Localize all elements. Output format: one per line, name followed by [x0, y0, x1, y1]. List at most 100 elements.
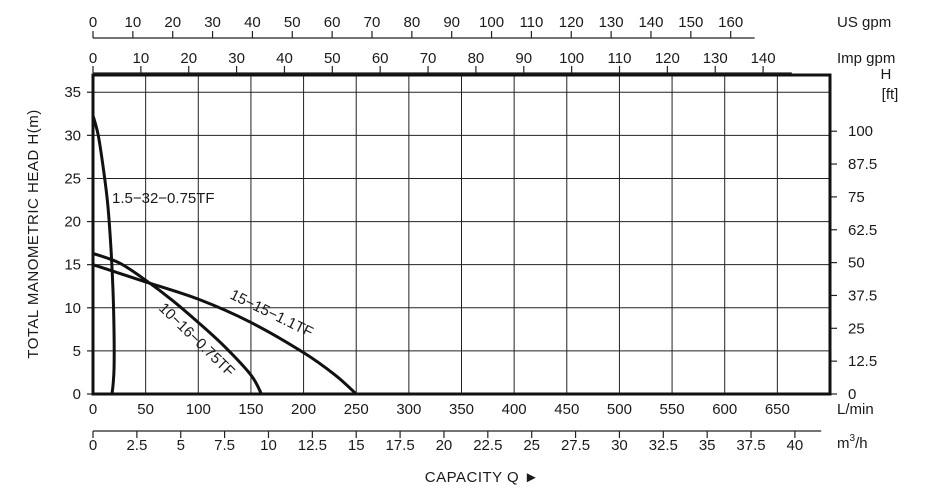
x-tick-label: 250 — [344, 401, 369, 418]
y-tick-label: 5 — [73, 343, 81, 360]
right-tick-label: 62.5 — [848, 222, 877, 239]
x-tick-label: 150 — [238, 401, 263, 418]
m3h-unit-base: m — [837, 435, 850, 452]
secondary-tick-label: 27.5 — [561, 437, 590, 454]
secondary-tick-label: 110 — [608, 50, 632, 67]
secondary-tick-label: 60 — [372, 50, 389, 67]
secondary-tick-label: 90 — [443, 14, 460, 31]
series-label-1.5-32: 1.5−32−0.75TF — [112, 190, 215, 207]
secondary-tick-label: 30 — [204, 14, 221, 31]
y-tick-label: 10 — [64, 300, 81, 317]
secondary-tick-label: 30 — [611, 437, 628, 454]
x-tick-label: 300 — [396, 401, 421, 418]
y-tick-label: 20 — [64, 214, 81, 231]
right-tick-label: 0 — [848, 386, 856, 403]
secondary-tick-label: 120 — [655, 50, 680, 67]
x-tick-label: 500 — [607, 401, 632, 418]
secondary-tick-label: 80 — [468, 50, 485, 67]
secondary-tick-label: 10 — [133, 50, 150, 67]
secondary-tick-label: 50 — [324, 50, 341, 67]
right-tick-label: 100 — [848, 123, 873, 140]
secondary-tick-label: 30 — [228, 50, 245, 67]
series-curve — [91, 115, 116, 395]
secondary-tick-label: 20 — [436, 437, 453, 454]
x-tick-label: 550 — [660, 401, 685, 418]
right-tick-label: 37.5 — [848, 287, 877, 304]
y-tick-label: 30 — [64, 127, 81, 144]
secondary-tick-label: 140 — [638, 14, 663, 31]
secondary-tick-label: 25 — [523, 437, 540, 454]
x-tick-label: 600 — [712, 401, 737, 418]
secondary-tick-label: 20 — [164, 14, 181, 31]
labels: 05101520253035012.52537.55062.57587.5100… — [64, 14, 877, 454]
secondary-tick-label: 120 — [559, 14, 584, 31]
right-tick-label: 50 — [848, 255, 865, 272]
x-tick-label: 0 — [89, 401, 97, 418]
y-axis-title: TOTAL MANOMETRIC HEAD H(m) — [25, 109, 42, 358]
secondary-tick-label: 110 — [519, 14, 543, 31]
x-tick-label: 100 — [186, 401, 211, 418]
x-tick-label: 650 — [765, 401, 790, 418]
secondary-tick-label: 40 — [276, 50, 293, 67]
secondary-tick-label: 0 — [89, 14, 97, 31]
right-tick-label: 87.5 — [848, 156, 877, 173]
secondary-tick-label: 90 — [515, 50, 532, 67]
y-tick-label: 0 — [73, 386, 81, 403]
y-tick-label: 25 — [64, 170, 81, 187]
secondary-tick-label: 70 — [364, 14, 381, 31]
m3h-unit-sup: 3 — [850, 433, 856, 444]
secondary-tick-label: 5 — [177, 437, 185, 454]
x-axis-title: CAPACITY Q ► — [425, 469, 539, 486]
secondary-tick-label: 50 — [284, 14, 301, 31]
secondary-tick-label: 22.5 — [473, 437, 502, 454]
m3h-unit: m3/h — [837, 433, 868, 452]
secondary-tick-label: 60 — [324, 14, 341, 31]
secondary-tick-label: 40 — [244, 14, 261, 31]
secondary-tick-label: 10 — [260, 437, 277, 454]
secondary-tick-label: 20 — [180, 50, 197, 67]
x-tick-label: 350 — [449, 401, 474, 418]
x-tick-label: 200 — [291, 401, 316, 418]
right-axis-title-h: H — [880, 66, 891, 83]
secondary-tick-label: 80 — [403, 14, 420, 31]
imp-gpm-unit: Imp gpm — [837, 50, 895, 67]
series-curve — [92, 252, 263, 395]
secondary-tick-label: 12.5 — [298, 437, 327, 454]
y-tick-label: 15 — [64, 257, 81, 274]
us-gpm-unit: US gpm — [837, 14, 891, 31]
x-unit-label: L/min — [837, 401, 874, 418]
secondary-tick-label: 15 — [348, 437, 365, 454]
x-tick-label: 50 — [137, 401, 154, 418]
secondary-tick-label: 150 — [678, 14, 703, 31]
secondary-tick-label: 0 — [89, 437, 97, 454]
secondary-tick-label: 100 — [479, 14, 504, 31]
right-axis-title-ft: [ft] — [882, 86, 899, 103]
secondary-tick-label: 70 — [420, 50, 437, 67]
secondary-tick-label: 40 — [787, 437, 804, 454]
m3h-unit-suffix: /h — [855, 435, 868, 452]
x-tick-label: 450 — [554, 401, 579, 418]
secondary-tick-label: 100 — [559, 50, 584, 67]
secondary-tick-label: 37.5 — [736, 437, 765, 454]
secondary-tick-label: 130 — [599, 14, 624, 31]
secondary-tick-label: 2.5 — [126, 437, 147, 454]
secondary-tick-label: 32.5 — [649, 437, 678, 454]
secondary-tick-label: 17.5 — [385, 437, 414, 454]
secondary-tick-label: 0 — [89, 50, 97, 67]
x-tick-label: 400 — [502, 401, 527, 418]
series-curve — [92, 263, 358, 396]
plot-frame — [91, 73, 832, 396]
secondary-tick-label: 160 — [718, 14, 743, 31]
y-tick-label: 35 — [64, 84, 81, 101]
secondary-tick-label: 10 — [125, 14, 142, 31]
secondary-tick-label: 35 — [699, 437, 716, 454]
right-axis-title: H [ft] — [880, 66, 898, 103]
right-tick-label: 75 — [848, 189, 865, 206]
secondary-tick-label: 140 — [751, 50, 776, 67]
secondary-tick-label: 7.5 — [214, 437, 235, 454]
secondary-tick-label: 130 — [703, 50, 728, 67]
right-tick-label: 25 — [848, 320, 865, 337]
series-layer — [91, 115, 358, 396]
grid — [93, 75, 830, 394]
